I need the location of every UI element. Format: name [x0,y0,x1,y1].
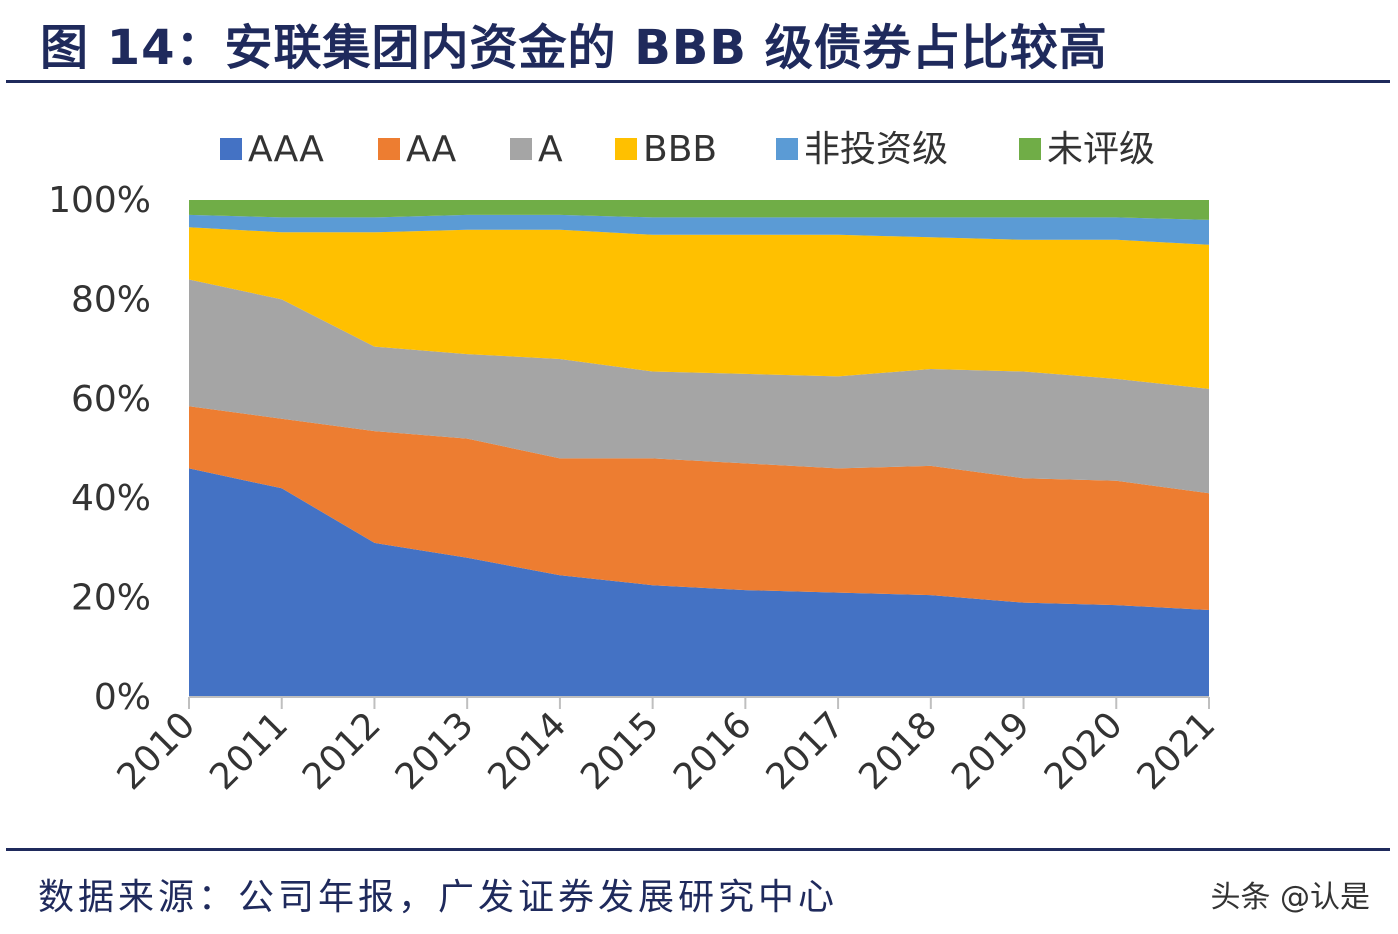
legend-swatch [378,138,400,160]
x-tick-label: 2017 [759,704,853,798]
x-tick-label: 2021 [1130,704,1224,798]
x-tick-label: 2014 [480,704,574,798]
legend-swatch [220,138,242,160]
legend-label: AAA [248,129,324,170]
legend-swatch [615,138,637,160]
chart-axes [188,696,1210,709]
x-tick-label: 2015 [573,704,667,798]
area-series-3 [189,227,1209,389]
bottom-divider [6,848,1390,851]
watermark: 头条 @认是 [1210,880,1370,915]
x-tick-label: 2018 [851,704,945,798]
legend-swatch [1019,138,1041,160]
x-tick-label: 2016 [666,704,760,798]
legend-swatch [776,138,798,160]
y-axis-ticks: 0% 20% 40% 60% 80% 100% [48,180,151,718]
legend-label: AA [406,129,457,170]
data-source-note: 数据来源：公司年报，广发证券发展研究中心 [38,877,839,918]
y-tick-label: 40% [71,478,151,519]
legend-label: 非投资级 [804,129,948,170]
x-tick-label: 2011 [202,704,296,798]
y-tick-label: 0% [94,677,151,718]
area-series-2 [189,279,1209,494]
top-divider [6,80,1390,83]
y-tick-label: 60% [71,379,151,420]
chart-legend: AAA AA A BBB 非投资级 未评级 [220,129,1155,170]
x-tick-label: 2010 [110,704,204,798]
area-series-5 [189,200,1209,220]
x-tick-label: 2013 [388,704,482,798]
x-tick-label: 2012 [295,704,389,798]
legend-swatch [510,138,532,160]
area-series-0 [189,468,1209,697]
legend-label: 未评级 [1047,129,1155,170]
y-tick-label: 20% [71,578,151,619]
y-tick-label: 100% [48,180,151,221]
area-series-1 [189,406,1209,610]
x-tick-label: 2019 [944,704,1038,798]
y-tick-label: 80% [71,279,151,320]
x-tick-label: 2020 [1037,704,1131,798]
area-series-4 [189,214,1209,245]
chart-areas [189,200,1209,697]
x-axis-ticks: 2010201120122013201420152016201720182019… [110,704,1224,798]
figure-title: 图 14：安联集团内资金的 BBB 级债券占比较高 [40,20,1108,76]
stacked-area-chart: AAA AA A BBB 非投资级 未评级 0%20%40%60%80%100% 2010… [48,129,1224,798]
legend-label: BBB [643,129,717,170]
legend-label: A [538,129,563,170]
